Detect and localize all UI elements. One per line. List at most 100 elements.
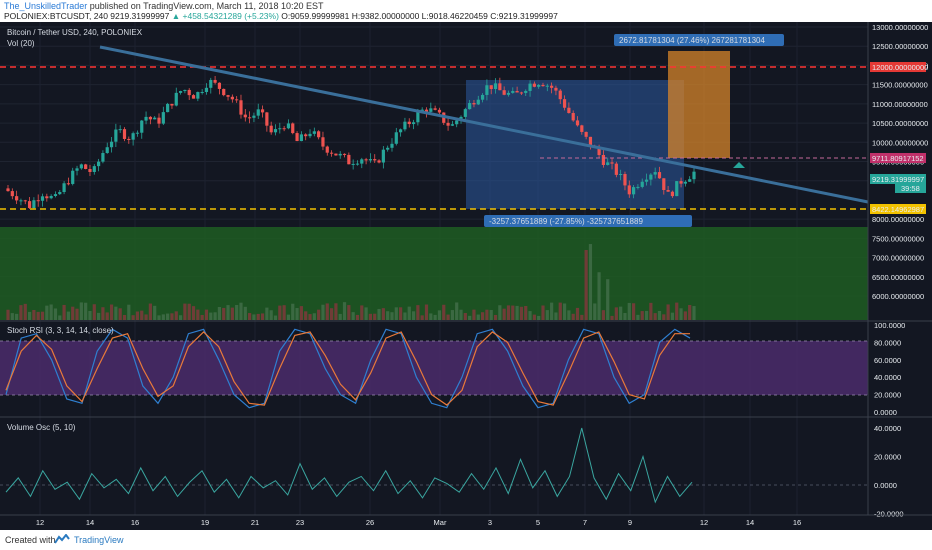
candle-body bbox=[88, 169, 92, 172]
volume-bar bbox=[127, 304, 131, 320]
volume-bar bbox=[502, 308, 506, 320]
candle-body bbox=[390, 143, 394, 148]
candle-body bbox=[675, 181, 679, 197]
volume-bar bbox=[23, 303, 27, 320]
candle-body bbox=[623, 174, 627, 186]
candle-body bbox=[399, 129, 403, 133]
author-link[interactable]: The_UnskilledTrader bbox=[4, 1, 88, 11]
candle-body bbox=[187, 89, 191, 96]
candle-body bbox=[498, 83, 502, 91]
candle-body bbox=[455, 120, 459, 125]
volume-bar bbox=[364, 307, 368, 320]
candle-body bbox=[597, 147, 601, 155]
volume-bar bbox=[550, 302, 554, 320]
price-tick-label: 6500.00000000 bbox=[872, 273, 924, 282]
publication-header: The_UnskilledTrader published on Trading… bbox=[0, 0, 932, 22]
volume-bar bbox=[62, 304, 66, 320]
volume-bar bbox=[291, 303, 295, 320]
candle-body bbox=[381, 149, 385, 163]
volume-bar bbox=[58, 315, 62, 320]
candle-body bbox=[351, 163, 355, 165]
candle-body bbox=[662, 178, 666, 190]
descending-trendline[interactable] bbox=[99, 45, 869, 204]
volume-bar bbox=[278, 305, 282, 320]
marker-level-tag-text: 9711.80917152 bbox=[872, 154, 924, 163]
candle-body bbox=[325, 146, 329, 153]
time-axis[interactable]: 12 14 16 19 21 23 26 Mar 3 5 7 9 12 14 16 bbox=[0, 514, 932, 527]
price-tick-label: 12500.00000000 bbox=[872, 42, 928, 51]
candle-body bbox=[209, 79, 213, 88]
candle-body bbox=[610, 162, 614, 164]
candle-body bbox=[329, 152, 334, 154]
candle-body bbox=[226, 95, 230, 97]
chart-canvas[interactable]: 2672.81781304 (27.46%) 267281781304 -325… bbox=[0, 22, 932, 530]
volume-bar bbox=[92, 304, 96, 320]
volume-bar bbox=[562, 303, 567, 320]
candle-body bbox=[170, 103, 174, 106]
volume-bar bbox=[273, 315, 278, 320]
candle-body bbox=[377, 160, 381, 163]
volume-bar bbox=[325, 303, 329, 320]
volume-bar bbox=[627, 302, 631, 320]
volume-bar bbox=[79, 302, 83, 320]
candle-body bbox=[407, 121, 411, 125]
candle-body bbox=[657, 172, 662, 179]
candle-body bbox=[140, 120, 144, 133]
candle-body bbox=[493, 83, 498, 90]
volume-bar bbox=[403, 312, 407, 320]
volume-osc-pane[interactable]: Volume Osc (5, 10) 40.0000 20.0000 0.0000 -… bbox=[0, 416, 932, 519]
volume-bar bbox=[256, 313, 260, 320]
up-arrow-icon[interactable] bbox=[733, 162, 745, 168]
volume-bar bbox=[347, 305, 351, 320]
volume-bar bbox=[114, 306, 118, 320]
volume-bar bbox=[153, 305, 157, 320]
candle-body bbox=[299, 134, 303, 142]
candle-body bbox=[239, 100, 243, 115]
volume-bar bbox=[472, 309, 476, 320]
candle-body bbox=[463, 109, 467, 117]
candle-body bbox=[282, 128, 286, 130]
price-pane[interactable]: 2672.81781304 (27.46%) 267281781304 -325… bbox=[0, 22, 869, 515]
volume-bar bbox=[209, 312, 213, 320]
support-tag bbox=[870, 204, 926, 214]
candle-body bbox=[260, 109, 265, 113]
date-tick-label: 23 bbox=[296, 518, 304, 527]
candle-body bbox=[601, 154, 605, 165]
candle-body bbox=[476, 99, 480, 105]
candle-body bbox=[588, 136, 593, 147]
symbol-line: POLONIEX:BTCUSDT, 240 9219.31999997 ▲ +4… bbox=[4, 11, 558, 21]
candle-body bbox=[450, 124, 454, 126]
candle-body bbox=[485, 85, 489, 95]
candle-body bbox=[118, 129, 122, 131]
date-tick-label: 19 bbox=[201, 518, 209, 527]
candle-body bbox=[528, 83, 532, 91]
volume-bar bbox=[49, 304, 53, 320]
long-position-box[interactable] bbox=[668, 51, 730, 158]
volume-bar bbox=[554, 312, 558, 320]
volume-bar bbox=[235, 304, 239, 320]
candle-body bbox=[537, 84, 541, 87]
candle-body bbox=[519, 92, 524, 94]
candle-body bbox=[368, 159, 373, 161]
short-position-box[interactable] bbox=[466, 80, 684, 209]
tradingview-brand[interactable]: TradingView bbox=[74, 535, 124, 545]
candle-body bbox=[269, 125, 273, 133]
candle-body bbox=[248, 117, 252, 119]
candle-body bbox=[174, 92, 178, 106]
candle-body bbox=[153, 117, 157, 120]
volume-bar bbox=[321, 304, 325, 320]
volume-bar bbox=[623, 312, 627, 320]
volume-bar bbox=[575, 307, 580, 320]
candle-body bbox=[75, 168, 79, 171]
candle-body bbox=[541, 84, 545, 87]
volume-bar bbox=[528, 311, 532, 320]
candle-body bbox=[606, 162, 610, 165]
volume-bar bbox=[239, 302, 243, 320]
candle-body bbox=[204, 87, 209, 93]
volume-bar bbox=[170, 313, 174, 320]
long-box-label-bg bbox=[614, 34, 784, 46]
volume-bar bbox=[131, 315, 135, 320]
stoch-rsi-pane[interactable]: Stoch RSI (3, 3, 14, 14, close) 100.0000… bbox=[0, 320, 932, 417]
candle-body bbox=[127, 138, 131, 140]
date-tick-label: 7 bbox=[583, 518, 587, 527]
